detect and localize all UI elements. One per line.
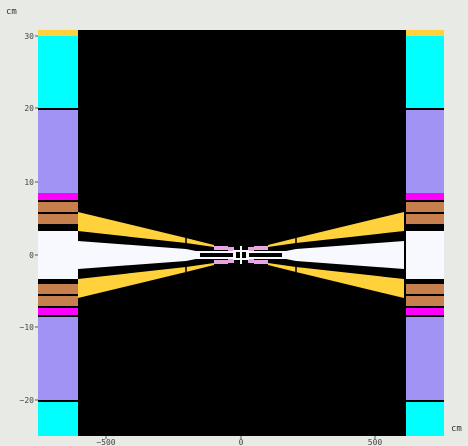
right-lower-divider bbox=[406, 315, 444, 317]
right-upper-divider-3 bbox=[406, 212, 444, 214]
ip-vertical-mark bbox=[240, 246, 242, 264]
right-lower-gap bbox=[406, 279, 444, 284]
ip-left-gap bbox=[236, 252, 240, 258]
left-lower-brown-band-1 bbox=[38, 284, 78, 294]
x-tick-label-1: 0 bbox=[239, 438, 244, 446]
right-lower-divider-2 bbox=[406, 306, 444, 308]
left-lower-brown-band-2 bbox=[38, 296, 78, 306]
right-lower-divider-4 bbox=[406, 400, 444, 402]
right-lower-divider-3 bbox=[406, 294, 444, 296]
y-axis-ticks: 30 20 10 0 −10 −20 bbox=[20, 32, 38, 405]
right-upper-lavender-block bbox=[406, 110, 444, 193]
y-tick-label-5: −20 bbox=[20, 396, 35, 405]
left-upper-brown-band-1 bbox=[38, 202, 78, 212]
left-upper-divider bbox=[38, 108, 78, 110]
right-upper-brown-band-2 bbox=[406, 214, 444, 224]
y-tick-label-2: 10 bbox=[24, 178, 34, 187]
y-axis-unit: cm bbox=[6, 7, 17, 17]
right-lower-magenta-band bbox=[406, 308, 444, 315]
right-upper-divider-2 bbox=[406, 200, 444, 202]
right-lower-cyan-block bbox=[406, 402, 444, 436]
left-upper-brown-band-2 bbox=[38, 214, 78, 224]
left-lower-divider-3 bbox=[38, 294, 78, 296]
left-lower-divider-2 bbox=[38, 306, 78, 308]
y-tick-label-3: 0 bbox=[29, 251, 34, 260]
vertex-pink-block-1 bbox=[214, 246, 228, 250]
vertex-pink-block-4 bbox=[254, 260, 268, 264]
right-upper-divider bbox=[406, 108, 444, 110]
right-top-yellow-band bbox=[406, 30, 444, 36]
ip-right-gap bbox=[242, 252, 246, 258]
right-upper-brown-band-1 bbox=[406, 202, 444, 212]
left-upper-divider-2 bbox=[38, 200, 78, 202]
left-lower-lavender-block bbox=[38, 317, 78, 400]
right-detector-column bbox=[406, 30, 444, 436]
right-upper-magenta-band bbox=[406, 193, 444, 200]
left-upper-gap bbox=[38, 224, 78, 231]
left-lower-gap bbox=[38, 279, 78, 284]
left-upper-divider-3 bbox=[38, 212, 78, 214]
right-lower-lavender-block bbox=[406, 317, 444, 400]
left-central-white-block bbox=[38, 231, 78, 279]
plot-area bbox=[38, 30, 444, 436]
x-tick-label-0: −500 bbox=[96, 438, 115, 446]
left-detector-column bbox=[38, 30, 78, 436]
left-upper-cyan-block bbox=[38, 36, 78, 108]
left-top-yellow-band bbox=[38, 30, 78, 36]
vertex-pink-block-2 bbox=[254, 246, 268, 250]
left-upper-magenta-band bbox=[38, 193, 78, 200]
left-lower-divider bbox=[38, 315, 78, 317]
left-lower-divider-4 bbox=[38, 400, 78, 402]
y-tick-label-1: 20 bbox=[24, 104, 34, 113]
y-tick-label-4: −10 bbox=[20, 323, 35, 332]
right-lower-brown-band-1 bbox=[406, 284, 444, 294]
right-upper-gap bbox=[406, 224, 444, 231]
left-lower-cyan-block bbox=[38, 402, 78, 436]
y-tick-label-0: 30 bbox=[24, 32, 34, 41]
right-upper-cyan-block bbox=[406, 36, 444, 108]
left-upper-lavender-block bbox=[38, 110, 78, 193]
left-lower-magenta-band bbox=[38, 308, 78, 315]
vertex-pink-block-3 bbox=[214, 260, 228, 264]
x-axis-unit: cm bbox=[451, 424, 462, 434]
x-axis-ticks: −500 0 500 bbox=[96, 436, 382, 446]
right-lower-brown-band-2 bbox=[406, 296, 444, 306]
right-central-white-block bbox=[406, 231, 444, 279]
x-tick-label-2: 500 bbox=[368, 438, 383, 446]
